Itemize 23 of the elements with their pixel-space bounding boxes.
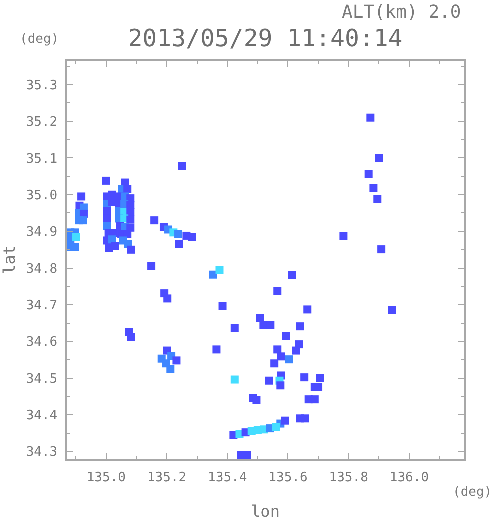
y-tick-label: 34.3	[26, 445, 58, 460]
text: (deg)	[453, 485, 491, 500]
y-axis-title: lat	[0, 246, 19, 274]
x-axis-title: lon	[251, 502, 280, 521]
x-tick-label: 135.6	[268, 470, 308, 486]
y-tick-label: 34.9	[26, 225, 58, 240]
text: (deg)	[20, 32, 60, 47]
y-tick-label: 35.1	[26, 152, 58, 167]
y-tick-label: 35.0	[26, 188, 58, 204]
x-tick-label: 135.4	[208, 470, 248, 486]
x-tick-label: 135.8	[329, 470, 368, 486]
y-tick-label: 35.3	[26, 78, 58, 94]
y-tick-label: 34.6	[26, 335, 58, 350]
text: ALT(km) 2.0	[342, 2, 462, 23]
x-tick-label: 136.0	[390, 470, 430, 486]
y-tick-label: 34.8	[26, 262, 58, 277]
y-tick-label: 34.5	[26, 372, 58, 387]
x-tick-label: 135.0	[86, 470, 126, 486]
y-tick-label: 35.2	[26, 115, 58, 130]
x-tick-label: 135.2	[147, 470, 187, 486]
y-tick-label: 34.7	[26, 298, 58, 314]
chart-title: 2013/05/29 11:40:14	[128, 24, 403, 52]
y-tick-label: 34.4	[26, 408, 58, 424]
